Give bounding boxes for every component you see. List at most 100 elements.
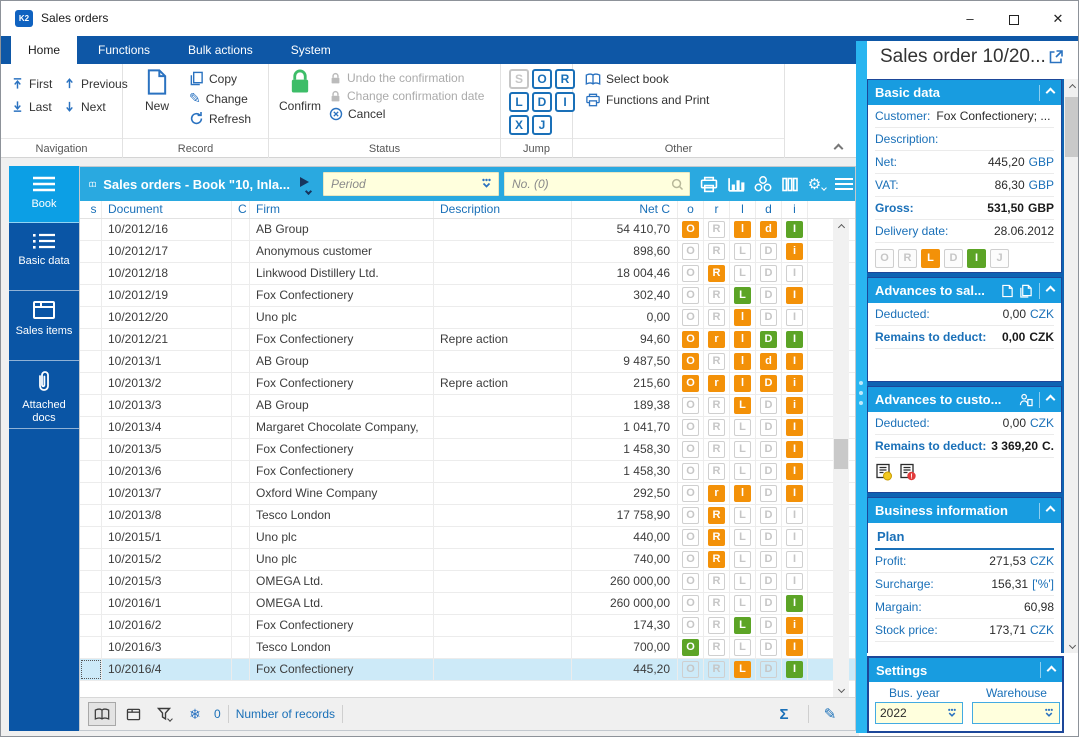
person-document-icon[interactable]	[1019, 393, 1033, 407]
bar-chart-icon[interactable]	[725, 173, 747, 195]
column-header-firm[interactable]: Firm	[250, 201, 434, 218]
tab-home[interactable]: Home	[11, 36, 78, 64]
card-view-button[interactable]	[119, 702, 147, 726]
edit-button[interactable]: ✎	[816, 702, 844, 726]
cancel-button[interactable]: Cancel	[329, 107, 484, 121]
ribbon-collapse-button[interactable]	[833, 141, 847, 154]
jump-s-button[interactable]: S	[509, 69, 529, 89]
splitter-handle[interactable]	[859, 381, 863, 405]
scroll-down-arrow[interactable]	[833, 681, 849, 697]
panel-splitter[interactable]	[856, 41, 867, 733]
sidebar-item-sales-items[interactable]: Sales items	[9, 291, 79, 361]
period-filter[interactable]	[323, 172, 499, 196]
number-search-input[interactable]	[510, 176, 671, 192]
grid-vertical-scrollbar[interactable]	[833, 219, 849, 697]
sum-button[interactable]: Σ	[770, 702, 798, 726]
gear-icon[interactable]: ⚙	[806, 173, 828, 195]
cluster-icon[interactable]	[752, 173, 774, 195]
maximize-button[interactable]	[992, 1, 1036, 36]
change-confirmation-date-button[interactable]: Change confirmation date	[329, 89, 484, 103]
advance-coin-document-icon[interactable]	[875, 463, 893, 481]
table-row[interactable]: 10/2013/8 Tesco London 17 758,90 O R L D I	[80, 505, 855, 527]
warehouse-select[interactable]	[972, 702, 1060, 724]
column-header-o[interactable]: o	[678, 201, 704, 218]
jump-o-button[interactable]: O	[532, 69, 552, 89]
scroll-down-arrow[interactable]	[1064, 637, 1078, 653]
table-row[interactable]: 10/2016/3 Tesco London 700,00 O R L D I	[80, 637, 855, 659]
collapse-chevron-icon[interactable]	[1040, 662, 1057, 678]
tab-system[interactable]: System	[290, 43, 331, 57]
tab-bulk-actions[interactable]: Bulk actions	[188, 43, 253, 57]
book-view-button[interactable]	[88, 702, 116, 726]
columns-icon[interactable]	[779, 173, 801, 195]
table-row[interactable]: 10/2015/2 Uno plc 740,00 O R L D I	[80, 549, 855, 571]
new-button[interactable]: New	[131, 68, 183, 113]
table-row[interactable]: 10/2013/5 Fox Confectionery 1 458,30 O R L D I	[80, 439, 855, 461]
column-header-s[interactable]: s	[80, 201, 102, 218]
scroll-thumb[interactable]	[1065, 97, 1078, 157]
advance-warning-document-icon[interactable]: !	[899, 463, 917, 481]
copy-button[interactable]: Copy	[189, 71, 251, 86]
tab-functions[interactable]: Functions	[98, 43, 151, 57]
column-header-document[interactable]: Document	[102, 201, 232, 218]
print-icon[interactable]	[698, 173, 720, 195]
dropdown-dots-chevron-icon[interactable]	[480, 178, 493, 190]
freeze-button[interactable]: ❄	[181, 702, 209, 726]
collapse-chevron-icon[interactable]	[1039, 84, 1056, 101]
table-row[interactable]: 10/2012/19 Fox Confectionery 302,40 O R L D I	[80, 285, 855, 307]
undo-confirmation-button[interactable]: Undo the confirmation	[329, 71, 484, 85]
functions-print-button[interactable]: Functions and Print	[585, 93, 709, 107]
table-row[interactable]: 10/2016/1 OMEGA Ltd. 260 000,00 O R L D I	[80, 593, 855, 615]
scroll-thumb[interactable]	[834, 439, 848, 469]
collapse-chevron-icon[interactable]	[1039, 391, 1056, 408]
document-icon[interactable]	[1001, 284, 1014, 298]
sidebar-item-attached-docs[interactable]: Attached docs	[9, 361, 79, 429]
jump-r-button[interactable]: R	[555, 69, 575, 89]
change-button[interactable]: ✎ Change	[189, 90, 248, 106]
filter-button[interactable]	[150, 702, 178, 726]
previous-button[interactable]: Previous	[63, 72, 129, 95]
jump-d-button[interactable]: D	[532, 92, 552, 112]
collapse-chevron-icon[interactable]	[1039, 502, 1056, 519]
jump-j-button[interactable]: J	[532, 115, 552, 135]
sidebar-item-basic-data[interactable]: Basic data	[9, 223, 79, 291]
select-book-button[interactable]: Select book	[585, 72, 709, 86]
table-row[interactable]: 10/2012/18 Linkwood Distillery Ltd. 18 004…	[80, 263, 855, 285]
table-row[interactable]: 10/2013/6 Fox Confectionery 1 458,30 O R L D I	[80, 461, 855, 483]
number-search[interactable]	[504, 172, 690, 196]
sidebar-item-book[interactable]: Book	[9, 166, 79, 223]
collapse-chevron-icon[interactable]	[1039, 282, 1056, 299]
column-header-l[interactable]: l	[730, 201, 756, 218]
last-button[interactable]: Last	[11, 95, 63, 118]
confirm-button[interactable]: Confirm	[274, 68, 326, 113]
jump-x-button[interactable]: X	[509, 115, 529, 135]
grid-menu-icon[interactable]	[833, 173, 855, 195]
first-button[interactable]: First	[11, 72, 63, 95]
bus-year-select[interactable]: 2022	[875, 702, 963, 724]
documents-icon[interactable]	[1019, 284, 1033, 298]
open-external-icon[interactable]	[1048, 49, 1064, 65]
table-row[interactable]: 10/2012/21 Fox Confectionery Repre action 9…	[80, 329, 855, 351]
scroll-up-arrow[interactable]	[1064, 79, 1078, 95]
close-button[interactable]: ✕	[1052, 11, 1064, 26]
column-header-c[interactable]: C	[232, 201, 250, 218]
column-header-net-c[interactable]: Net C	[572, 201, 678, 218]
table-row[interactable]: 10/2016/4 Fox Confectionery 445,20 O R L D I	[80, 659, 855, 681]
column-header-description[interactable]: Description	[434, 201, 572, 218]
minimize-button[interactable]: –	[966, 11, 974, 26]
book-select-arrow[interactable]	[300, 177, 313, 196]
jump-i-button[interactable]: I	[555, 92, 575, 112]
scroll-up-arrow[interactable]	[833, 219, 849, 235]
records-label[interactable]: Number of records	[235, 707, 336, 721]
panel-vertical-scrollbar[interactable]	[1064, 79, 1078, 653]
column-header-d[interactable]: d	[756, 201, 782, 218]
jump-l-button[interactable]: L	[509, 92, 529, 112]
refresh-button[interactable]: Refresh	[189, 111, 251, 126]
